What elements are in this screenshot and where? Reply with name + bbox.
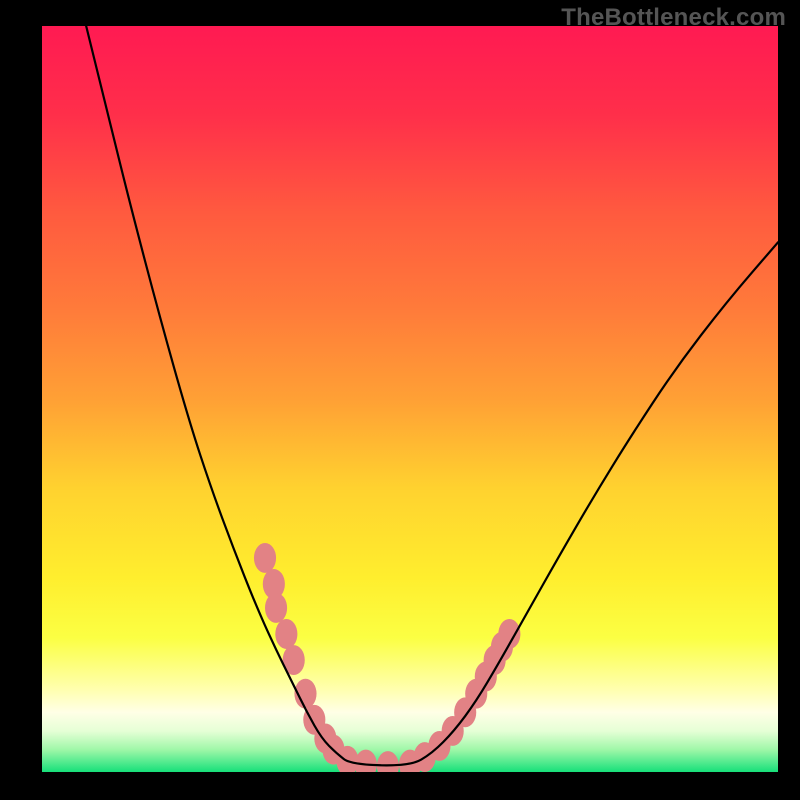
scatter-point (275, 619, 297, 649)
scatter-point (254, 543, 276, 573)
plot-background (42, 26, 778, 772)
watermark-text: TheBottleneck.com (561, 4, 786, 32)
chart-svg (0, 0, 800, 800)
scatter-point (265, 593, 287, 623)
chart-container: TheBottleneck.com (0, 0, 800, 800)
